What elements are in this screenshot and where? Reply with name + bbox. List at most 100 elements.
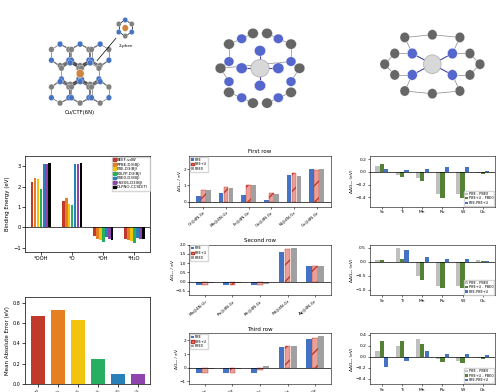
Bar xyxy=(456,261,460,286)
Circle shape xyxy=(48,95,54,101)
Circle shape xyxy=(286,87,296,98)
Bar xyxy=(424,169,429,172)
Bar xyxy=(440,261,444,289)
Circle shape xyxy=(236,34,246,44)
Circle shape xyxy=(58,41,63,47)
Circle shape xyxy=(262,28,272,38)
Bar xyxy=(142,227,144,239)
Bar xyxy=(108,227,110,239)
Bar xyxy=(40,189,42,227)
Bar xyxy=(480,357,485,359)
Bar xyxy=(74,164,76,227)
Legend: PBE, PBE+U, PBE0: PBE, PBE+U, PBE0 xyxy=(190,334,208,349)
Circle shape xyxy=(130,21,134,27)
Circle shape xyxy=(89,57,94,63)
Bar xyxy=(404,357,408,361)
Bar xyxy=(460,172,464,198)
Y-axis label: ΔGₑₐ / eV: ΔGₑₐ / eV xyxy=(170,260,174,280)
Bar xyxy=(400,259,404,261)
Circle shape xyxy=(106,57,112,63)
Bar xyxy=(30,181,34,227)
Circle shape xyxy=(390,48,400,58)
Bar xyxy=(380,164,384,172)
Bar xyxy=(236,281,242,283)
Circle shape xyxy=(224,87,234,98)
Circle shape xyxy=(215,63,226,73)
Circle shape xyxy=(48,47,54,53)
Circle shape xyxy=(448,69,458,80)
Bar xyxy=(139,227,141,239)
Circle shape xyxy=(286,77,296,86)
Circle shape xyxy=(428,89,437,99)
Bar xyxy=(48,163,51,227)
Bar xyxy=(68,204,70,227)
Bar xyxy=(465,167,469,172)
Bar xyxy=(400,172,404,177)
Bar xyxy=(278,252,284,281)
Bar xyxy=(436,172,440,194)
Bar xyxy=(424,258,429,261)
Bar xyxy=(96,227,98,239)
Circle shape xyxy=(248,98,258,108)
Bar xyxy=(314,170,319,202)
Circle shape xyxy=(262,98,272,108)
Circle shape xyxy=(66,47,71,53)
Bar xyxy=(306,266,312,281)
Bar xyxy=(480,172,485,174)
Bar xyxy=(400,341,404,357)
Bar xyxy=(263,281,269,284)
Circle shape xyxy=(86,84,92,90)
Bar xyxy=(80,163,82,227)
Bar xyxy=(196,196,200,202)
Bar xyxy=(246,185,251,202)
Circle shape xyxy=(78,100,83,106)
Bar xyxy=(312,338,318,368)
Bar xyxy=(284,346,290,368)
Bar xyxy=(269,193,274,202)
Circle shape xyxy=(380,59,390,69)
Circle shape xyxy=(274,93,283,102)
Bar xyxy=(93,227,96,236)
Bar xyxy=(196,368,202,372)
Circle shape xyxy=(408,69,418,80)
Circle shape xyxy=(58,100,63,106)
Circle shape xyxy=(106,47,112,53)
Y-axis label: Binding Energy (eV): Binding Energy (eV) xyxy=(6,177,10,231)
Circle shape xyxy=(89,47,94,53)
Circle shape xyxy=(475,59,484,69)
Bar xyxy=(436,357,440,359)
Bar xyxy=(90,359,104,384)
Bar xyxy=(257,281,263,285)
Bar xyxy=(424,351,429,357)
Bar xyxy=(465,354,469,357)
Bar xyxy=(224,281,229,285)
Circle shape xyxy=(400,32,409,42)
Bar xyxy=(206,191,210,202)
Bar xyxy=(70,320,85,384)
Bar xyxy=(286,175,292,202)
Circle shape xyxy=(58,79,63,85)
Bar xyxy=(252,185,256,202)
Bar xyxy=(242,195,246,202)
Bar xyxy=(312,266,318,281)
Bar xyxy=(110,374,124,384)
Bar xyxy=(485,171,490,172)
Legend: PBE - PBE0, PBE+U - PBE0, PBE-PBE+U: PBE - PBE0, PBE+U - PBE0, PBE-PBE+U xyxy=(464,368,494,383)
Text: Cu/CTF(6N): Cu/CTF(6N) xyxy=(65,110,95,115)
Circle shape xyxy=(68,95,74,101)
Bar xyxy=(278,347,284,368)
Bar xyxy=(380,341,384,357)
Bar xyxy=(460,357,464,363)
Bar xyxy=(440,172,444,198)
Text: 2-phen: 2-phen xyxy=(119,44,134,48)
Bar xyxy=(318,336,324,368)
Circle shape xyxy=(106,95,112,101)
Bar xyxy=(264,200,268,202)
Circle shape xyxy=(98,79,103,85)
Bar xyxy=(465,259,469,261)
Bar xyxy=(62,201,64,227)
Title: Third row: Third row xyxy=(247,327,273,332)
Circle shape xyxy=(88,82,93,87)
Circle shape xyxy=(224,57,234,66)
Circle shape xyxy=(58,76,64,82)
